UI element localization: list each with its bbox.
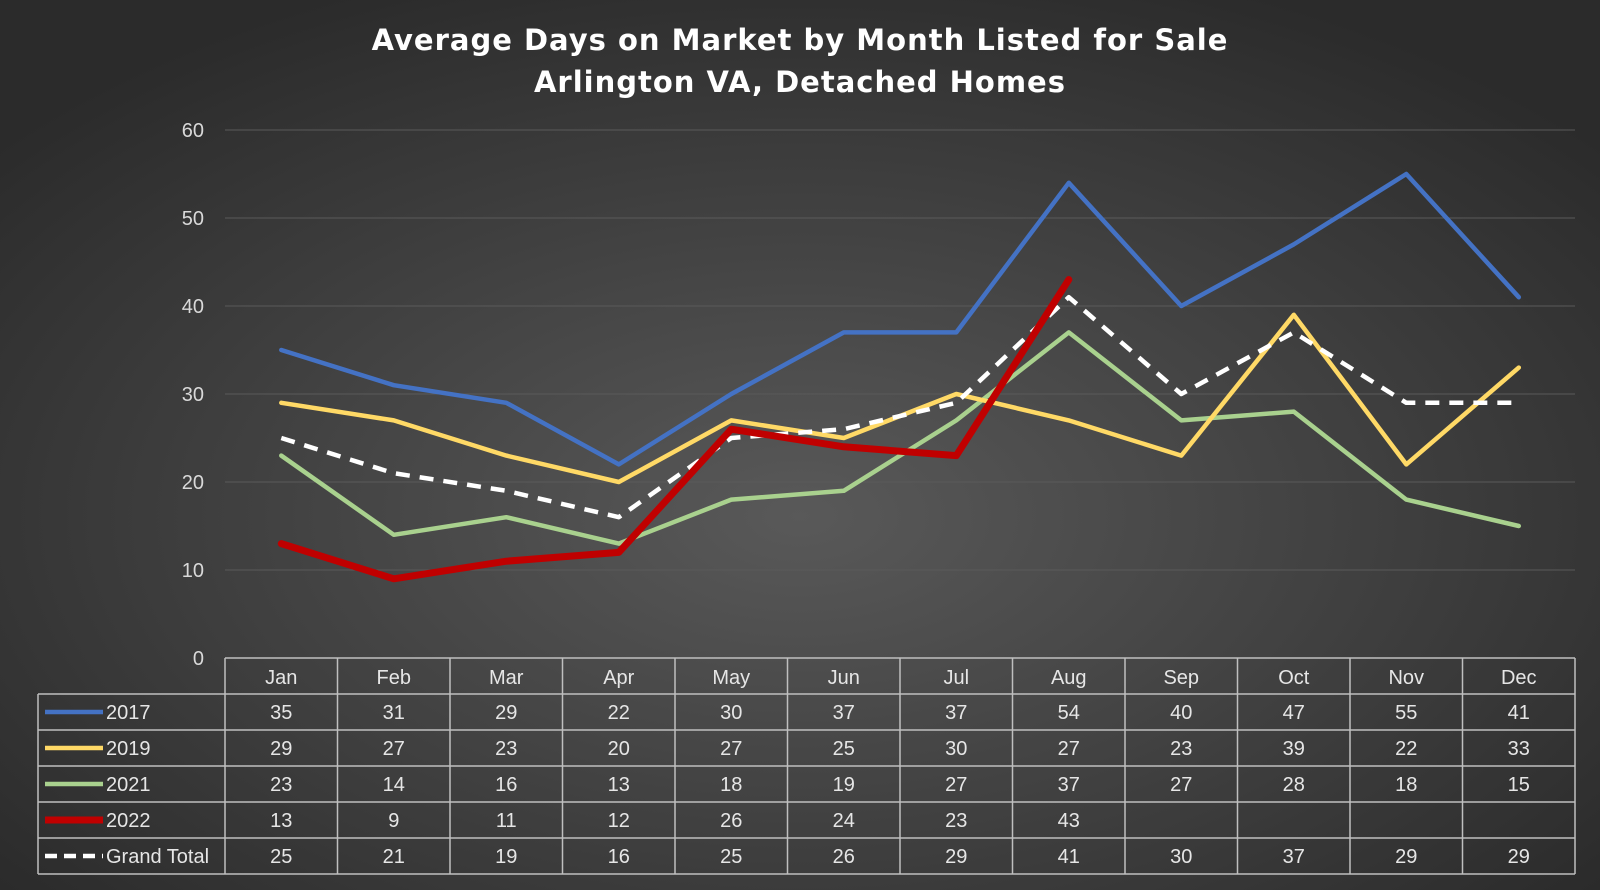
data-label: 25	[833, 738, 855, 760]
y-tick-label: 60	[182, 120, 204, 142]
data-label: 19	[495, 846, 517, 868]
y-tick-label: 0	[193, 648, 204, 670]
data-label: 43	[1058, 810, 1080, 832]
x-tick-label: Dec	[1501, 667, 1537, 689]
x-tick-label: Jan	[265, 667, 297, 689]
data-label: 18	[720, 774, 742, 796]
data-label: 37	[833, 702, 855, 724]
x-tick-label: May	[712, 667, 750, 689]
x-tick-label: Mar	[489, 667, 524, 689]
data-label: 29	[495, 702, 517, 724]
data-label: 13	[270, 810, 292, 832]
data-label: 19	[833, 774, 855, 796]
data-label: 30	[1170, 846, 1192, 868]
data-label: 15	[1508, 774, 1530, 796]
data-label: 23	[945, 810, 967, 832]
y-tick-label: 30	[182, 384, 204, 406]
series-line-2022	[277, 276, 1073, 583]
data-label: 26	[833, 846, 855, 868]
data-label: 11	[496, 810, 517, 832]
data-label: 30	[720, 702, 742, 724]
data-label: 23	[270, 774, 292, 796]
series-lines	[277, 171, 1522, 583]
data-label: 39	[1283, 738, 1305, 760]
data-label: 23	[495, 738, 517, 760]
data-label: 24	[833, 810, 855, 832]
data-label: 27	[1170, 774, 1192, 796]
data-label: 41	[1508, 702, 1530, 724]
y-axis-ticks: 0 10 20 30 40 50 60	[182, 120, 204, 670]
data-label: 14	[383, 774, 405, 796]
chart-title: Average Days on Market by Month Listed f…	[372, 23, 1229, 57]
x-tick-label: Apr	[603, 667, 634, 689]
data-label: 37	[1058, 774, 1080, 796]
series-line-grand-total	[280, 294, 1519, 520]
data-label: 26	[720, 810, 742, 832]
data-label: 47	[1283, 702, 1305, 724]
data-label: 25	[270, 846, 292, 868]
legend-label: 2022	[106, 810, 151, 832]
x-tick-label: Nov	[1388, 667, 1424, 689]
data-label: 16	[495, 774, 517, 796]
x-tick-label: Aug	[1051, 667, 1087, 689]
data-label: 54	[1058, 702, 1080, 724]
data-label: 41	[1058, 846, 1080, 868]
data-label: 30	[945, 738, 967, 760]
x-tick-label: Jun	[828, 667, 860, 689]
y-tick-label: 20	[182, 472, 204, 494]
data-label: 55	[1395, 702, 1417, 724]
data-label: 22	[608, 702, 630, 724]
chart-subtitle: Arlington VA, Detached Homes	[534, 65, 1066, 99]
data-label: 40	[1170, 702, 1192, 724]
data-label: 27	[945, 774, 967, 796]
x-tick-label: Jul	[943, 667, 969, 689]
data-label: 9	[388, 810, 399, 832]
data-label: 12	[608, 810, 630, 832]
data-label: 25	[720, 846, 742, 868]
data-label: 21	[383, 846, 405, 868]
series-line-2021	[279, 330, 1522, 546]
data-label: 20	[608, 738, 630, 760]
data-label: 35	[270, 702, 292, 724]
y-tick-label: 50	[182, 208, 204, 230]
legend-label: 2021	[106, 774, 151, 796]
data-label: 29	[1395, 846, 1417, 868]
x-tick-label: Oct	[1278, 667, 1310, 689]
data-label: 27	[720, 738, 742, 760]
data-label: 22	[1395, 738, 1417, 760]
data-label: 13	[608, 774, 630, 796]
data-label: 28	[1283, 774, 1305, 796]
data-label: 18	[1395, 774, 1417, 796]
data-label: 29	[945, 846, 967, 868]
data-label: 29	[1508, 846, 1530, 868]
data-label: 27	[383, 738, 405, 760]
data-label: 16	[608, 846, 630, 868]
y-tick-label: 40	[182, 296, 204, 318]
data-label: 37	[945, 702, 967, 724]
data-label: 37	[1283, 846, 1305, 868]
data-label: 33	[1508, 738, 1530, 760]
legend-label: 2019	[106, 738, 151, 760]
legend-label: Grand Total	[106, 846, 209, 868]
data-label: 27	[1058, 738, 1080, 760]
x-tick-label: Sep	[1163, 667, 1199, 689]
x-tick-label: Feb	[377, 667, 411, 689]
legend-label: 2017	[106, 702, 151, 724]
data-label: 23	[1170, 738, 1192, 760]
series-line-2017	[279, 171, 1522, 467]
data-label: 29	[270, 738, 292, 760]
data-label: 31	[383, 702, 405, 724]
y-tick-label: 10	[182, 560, 204, 582]
data-table: Jan Feb Mar Apr May Jun Jul Aug Sep Oct Nov Dec 2017…	[37, 657, 1576, 875]
